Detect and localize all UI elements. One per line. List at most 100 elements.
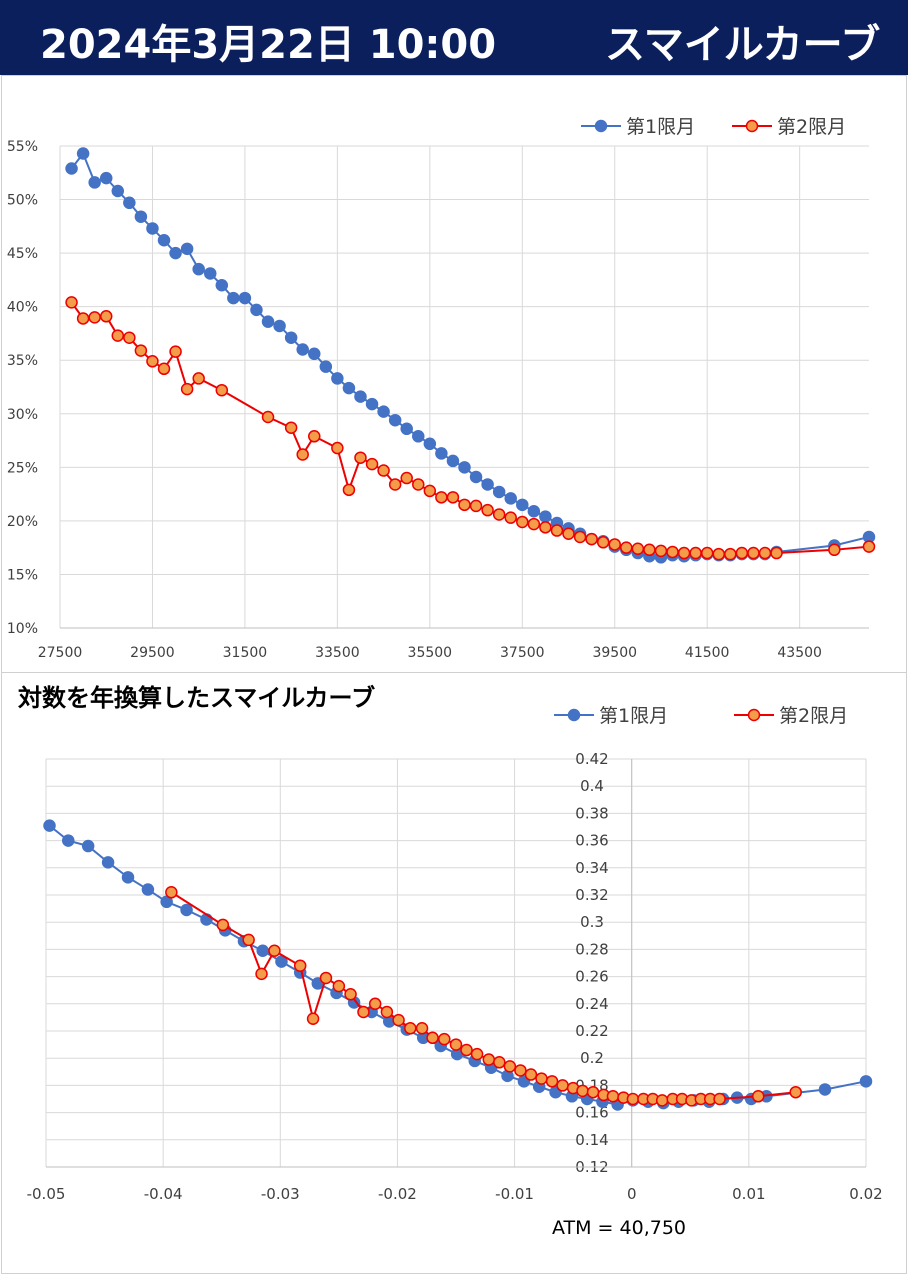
y-tick-label: 0.22: [575, 1022, 608, 1040]
data-point: [101, 856, 115, 869]
data-point: [250, 303, 263, 317]
series-line: [70, 301, 870, 556]
x-tick-label: 0.02: [849, 1185, 882, 1203]
data-point: [400, 422, 413, 436]
data-point: [423, 437, 437, 451]
y-tick-label: 0.38: [575, 804, 608, 822]
data-point: [469, 499, 483, 513]
x-tick-label: -0.03: [261, 1185, 300, 1203]
data-point: [365, 457, 379, 471]
x-tick-label: 0: [627, 1185, 637, 1203]
data-point: [677, 546, 691, 560]
data-point: [342, 381, 356, 395]
data-point: [689, 546, 702, 560]
data-point: [332, 979, 346, 993]
atm-annotation: ATM = 40,750: [552, 1217, 687, 1239]
y-tick-label: 0.2: [580, 1049, 604, 1067]
data-point: [169, 345, 182, 358]
data-point: [493, 1056, 506, 1069]
data-point: [562, 527, 575, 540]
data-point: [88, 311, 101, 324]
legend-marker: [745, 119, 759, 133]
legend-label: 第2限月: [777, 116, 846, 138]
data-point: [165, 886, 178, 899]
data-point: [400, 471, 413, 485]
data-point: [503, 1060, 517, 1073]
data-point: [735, 546, 749, 560]
data-point: [655, 1094, 669, 1107]
data-point: [524, 1068, 538, 1081]
data-point: [550, 524, 564, 537]
smile-curve-plot: 27500 29500 31500 33500 35500 37500 39500 41500…: [7, 116, 876, 661]
data-point: [121, 871, 135, 884]
data-point: [712, 547, 726, 561]
data-point: [388, 413, 402, 427]
series-line: [170, 891, 796, 1102]
data-point: [319, 971, 333, 985]
data-point: [789, 1085, 802, 1099]
x-tick-label: 39500: [592, 645, 637, 661]
y-tick-label: 0.14: [575, 1131, 608, 1149]
chart2-title: 対数を年換算したスマイルカーブ: [18, 684, 376, 712]
data-point: [576, 1084, 589, 1098]
header-date: 2024年3月22日 10:00: [40, 22, 497, 68]
data-point: [539, 510, 552, 523]
x-tick-label: 0.01: [732, 1185, 765, 1203]
x-tick-label: -0.04: [144, 1185, 183, 1203]
legend-marker: [747, 708, 761, 722]
data-point: [504, 492, 517, 505]
data-point: [293, 959, 307, 972]
y-tick-label: 0.36: [575, 832, 608, 850]
x-tick-label: -0.02: [378, 1185, 417, 1203]
x-tick-label: 43500: [777, 645, 822, 661]
data-point: [308, 347, 321, 361]
data-point: [449, 1038, 463, 1051]
data-point: [242, 933, 255, 947]
data-point: [319, 360, 333, 373]
data-point: [256, 944, 269, 958]
x-tick-label: 29500: [130, 645, 175, 661]
data-point: [268, 944, 281, 958]
legend-label: 第1限月: [599, 705, 668, 727]
data-point: [216, 918, 230, 932]
data-point: [481, 478, 494, 491]
data-point: [643, 543, 656, 557]
data-point: [631, 542, 645, 555]
data-point: [426, 1031, 439, 1045]
data-point: [111, 184, 125, 198]
data-point: [527, 517, 541, 531]
data-point: [859, 1075, 873, 1088]
y-tick-label: 0.3: [580, 913, 604, 931]
data-point: [626, 1092, 640, 1106]
data-point: [535, 1072, 548, 1085]
data-point: [141, 883, 155, 896]
y-tick-label: 0.28: [575, 940, 608, 958]
data-point: [157, 362, 171, 376]
data-point: [556, 1079, 569, 1092]
y-tick-label: 0.34: [575, 859, 608, 877]
data-point: [862, 540, 876, 553]
data-point: [180, 242, 194, 256]
data-point: [527, 504, 541, 518]
data-point: [365, 397, 379, 411]
data-point: [586, 1085, 600, 1099]
header-title: スマイルカーブ: [605, 22, 881, 68]
x-tick-label: 41500: [685, 645, 730, 661]
data-point: [539, 521, 552, 534]
data-point: [392, 1013, 405, 1027]
data-point: [88, 176, 101, 189]
data-point: [284, 421, 298, 434]
data-point: [81, 839, 95, 853]
data-point: [573, 530, 587, 544]
data-point: [412, 478, 425, 491]
data-point: [192, 262, 205, 276]
data-point: [65, 162, 78, 175]
y-tick-label: 30%: [7, 407, 38, 423]
x-tick-label: 33500: [315, 645, 360, 661]
data-point: [273, 319, 286, 333]
x-tick-label: 37500: [500, 645, 545, 661]
data-point: [423, 484, 437, 498]
data-point: [415, 1022, 429, 1035]
data-point: [516, 498, 529, 512]
data-point: [342, 483, 356, 497]
